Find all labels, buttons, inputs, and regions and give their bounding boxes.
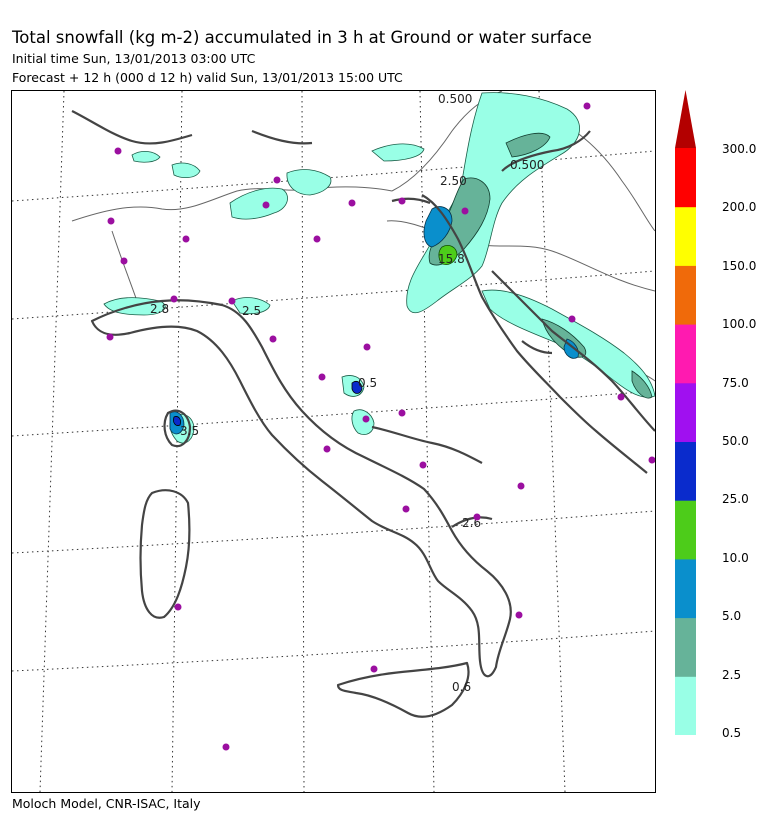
contour-label: 0.5: [358, 376, 377, 390]
city-marker: [222, 743, 230, 751]
city-markers: [106, 102, 655, 751]
contour-label: 3.5: [180, 424, 199, 438]
colorbar-label: 10.0: [722, 551, 749, 565]
colorbar-segment: [675, 500, 696, 560]
city-marker: [370, 665, 378, 673]
contour-label: 0.6: [452, 680, 471, 694]
colorbar-segments: [675, 90, 696, 735]
colorbar-label: 75.0: [722, 376, 749, 390]
snow-peak-areas: [438, 245, 458, 265]
city-marker: [515, 611, 523, 619]
colorbar-label: 2.5: [722, 668, 742, 682]
city-marker: [362, 415, 370, 423]
city-marker: [461, 207, 469, 215]
colorbar-segment: [675, 265, 696, 325]
colorbar-segment: [675, 558, 696, 619]
forecast-valid-label: Forecast + 12 h (000 d 12 h) valid Sun, …: [12, 70, 403, 85]
page-title: Total snowfall (kg m-2) accumulated in 3…: [12, 28, 592, 47]
colorbar-segment: [675, 148, 696, 208]
model-credit: Moloch Model, CNR-ISAC, Italy: [12, 796, 201, 811]
colorbar: [675, 90, 696, 735]
city-marker: [318, 373, 326, 381]
city-marker: [273, 176, 281, 184]
city-marker: [269, 335, 277, 343]
city-marker: [473, 513, 481, 521]
colorbar-label: 5.0: [722, 609, 742, 623]
city-marker: [348, 199, 356, 207]
contour-label: 0.500: [510, 158, 544, 172]
colorbar-label: 150.0: [722, 259, 757, 273]
colorbar-segment: [675, 382, 696, 442]
city-marker: [568, 315, 576, 323]
graticule: [12, 91, 655, 792]
city-marker: [363, 343, 371, 351]
colorbar-segment: [675, 617, 696, 677]
city-marker: [228, 297, 236, 305]
colorbar-label: 25.0: [722, 492, 749, 506]
contour-label: 2.5: [242, 304, 261, 318]
colorbar-segment: [675, 206, 696, 266]
city-marker: [648, 456, 655, 464]
map-panel: 0.500 0.500 2.50 15.8 0.5 3.5 2.8 2.5 2.…: [11, 90, 656, 793]
colorbar-label: 200.0: [722, 200, 757, 214]
city-marker: [398, 197, 406, 205]
colorbar-svg: [675, 90, 696, 735]
city-marker: [583, 102, 591, 110]
colorbar-segment: [675, 324, 696, 384]
city-marker: [114, 147, 122, 155]
city-marker: [617, 393, 625, 401]
city-marker: [419, 461, 427, 469]
city-marker: [170, 295, 178, 303]
city-marker: [107, 217, 115, 225]
colorbar-label: 50.0: [722, 434, 749, 448]
city-marker: [262, 201, 270, 209]
contour-label: 0.500: [438, 92, 472, 106]
city-marker: [120, 257, 128, 265]
colorbar-segment: [675, 676, 696, 735]
city-marker: [106, 333, 114, 341]
city-marker: [402, 505, 410, 513]
colorbar-label: 300.0: [722, 142, 757, 156]
colorbar-label: 0.5: [722, 726, 742, 740]
colorbar-top-arrow: [675, 90, 696, 148]
coastlines: [71, 110, 655, 718]
snow-dark-cells: [173, 381, 363, 426]
city-marker: [182, 235, 190, 243]
city-marker: [313, 235, 321, 243]
map-svg: 0.500 0.500 2.50 15.8 0.5 3.5 2.8 2.5 2.…: [12, 91, 655, 792]
initial-time-label: Initial time Sun, 13/01/2013 03:00 UTC: [12, 51, 256, 66]
city-marker: [323, 445, 331, 453]
city-marker: [517, 482, 525, 490]
colorbar-label: 100.0: [722, 317, 757, 331]
contour-label: 2.50: [440, 174, 467, 188]
city-marker: [174, 603, 182, 611]
contour-label: 2.8: [150, 302, 169, 316]
colorbar-segment: [675, 441, 696, 501]
contour-label: 15.8: [438, 252, 465, 266]
city-marker: [398, 409, 406, 417]
